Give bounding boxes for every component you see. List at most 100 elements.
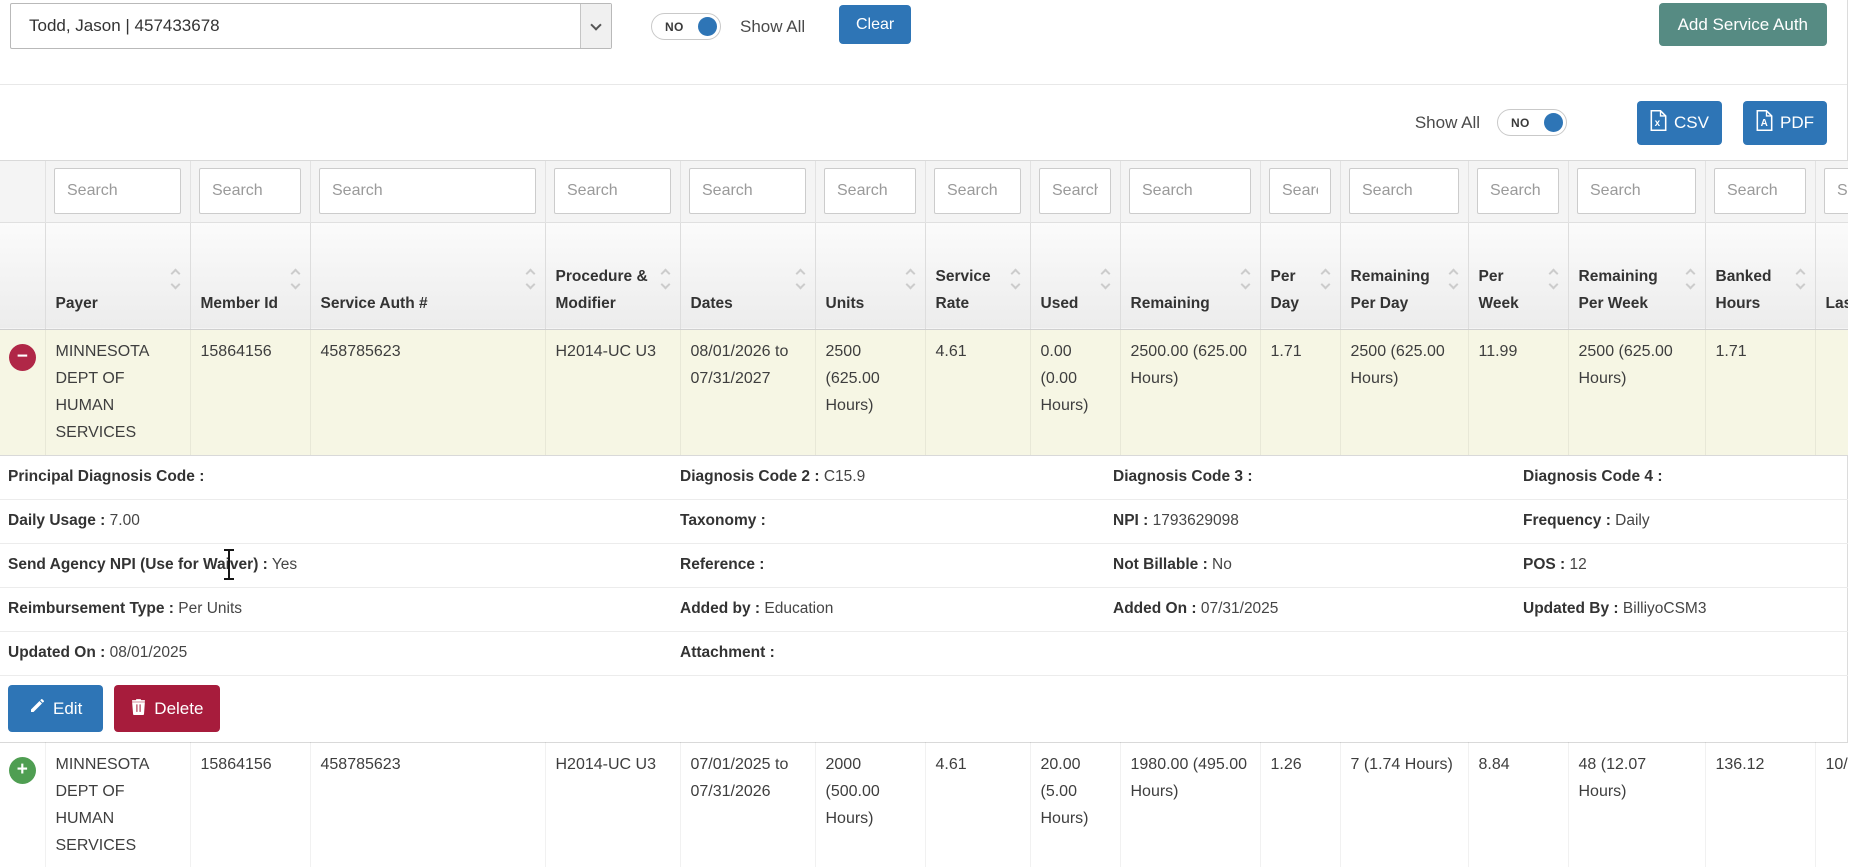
column-header-payer[interactable]: Payer	[45, 221, 191, 330]
sort-icon	[1548, 267, 1560, 291]
search-input-last-worked[interactable]	[1824, 168, 1848, 215]
search-input-used[interactable]	[1039, 168, 1111, 215]
csv-file-icon: x	[1650, 109, 1667, 136]
cell-remaining-per-week: 48 (12.07 Hours)	[1568, 741, 1706, 867]
search-input-per-day[interactable]	[1269, 168, 1331, 215]
cell-procedure: H2014-UC U3	[545, 741, 681, 867]
detail-attachment: Attachment :	[680, 644, 775, 661]
cell-units: 2000 (500.00 Hours)	[815, 741, 926, 867]
edit-button-label: Edit	[53, 698, 83, 718]
column-header-remaining[interactable]: Remaining	[1120, 221, 1261, 330]
cell-service-rate: 4.61	[925, 329, 1031, 456]
pdf-button-label: PDF	[1780, 112, 1814, 132]
column-header-last-worked[interactable]: Last Worked	[1815, 221, 1848, 330]
client-select-value: Todd, Jason | 457433678	[29, 16, 220, 35]
sort-icon	[1010, 267, 1022, 291]
search-input-units[interactable]	[824, 168, 916, 215]
detail-panel-row: Principal Diagnosis Code : Diagnosis Cod…	[0, 455, 1848, 742]
column-header-dates[interactable]: Dates	[680, 221, 816, 330]
sort-icon	[525, 267, 537, 291]
column-header-expand	[0, 221, 46, 330]
show-all-toggle-table[interactable]: NO	[1497, 109, 1568, 136]
show-all-toggle-top[interactable]: NO	[651, 13, 721, 40]
detail-pos: POS : 12	[1523, 556, 1587, 573]
column-header-procedure[interactable]: Procedure & Modifier	[545, 221, 681, 330]
service-auth-row-collapsed: + MINNESOTA DEPT OF HUMAN SERVICES 15864…	[0, 741, 1848, 867]
detail-added-on: Added On : 07/31/2025	[1113, 600, 1279, 617]
cell-per-day: 1.71	[1260, 329, 1341, 456]
search-filter-row	[0, 161, 1848, 222]
cell-remaining: 1980.00 (495.00 Hours)	[1120, 741, 1261, 867]
search-input-service-auth[interactable]	[319, 168, 536, 215]
svg-text:A: A	[1761, 118, 1768, 129]
column-header-banked-hours[interactable]: Banked Hours	[1705, 221, 1816, 330]
detail-frequency: Frequency : Daily	[1523, 512, 1650, 529]
column-header-service-auth[interactable]: Service Auth #	[310, 221, 546, 330]
detail-daily-usage: Daily Usage : 7.00	[8, 512, 140, 529]
detail-diagnosis-4: Diagnosis Code 4 :	[1523, 468, 1663, 485]
column-header-row: Payer Member Id Service Auth # Procedure…	[0, 221, 1848, 330]
column-header-remaining-per-day[interactable]: Remaining Per Day	[1340, 221, 1469, 330]
search-cell-empty	[0, 161, 46, 222]
cell-last-worked	[1815, 329, 1848, 456]
search-input-service-rate[interactable]	[934, 168, 1021, 215]
show-all-label-table: Show All	[1414, 112, 1481, 132]
edit-button[interactable]: Edit	[8, 685, 104, 732]
export-toolbar: Show All NO x CSV A PDF	[0, 85, 1847, 160]
top-bar: Todd, Jason | 457433678 NO Show All Clea…	[0, 0, 1847, 85]
svg-text:x: x	[1655, 118, 1661, 129]
cell-remaining: 2500.00 (625.00 Hours)	[1120, 329, 1261, 456]
delete-button[interactable]: Delete	[114, 685, 221, 732]
search-input-dates[interactable]	[689, 168, 806, 215]
cell-used: 0.00 (0.00 Hours)	[1030, 329, 1121, 456]
cell-service-auth: 458785623	[310, 741, 546, 867]
cell-remaining-per-day: 7 (1.74 Hours)	[1340, 741, 1469, 867]
add-service-auth-button[interactable]: Add Service Auth	[1658, 3, 1827, 46]
column-header-units[interactable]: Units	[815, 221, 926, 330]
search-input-procedure[interactable]	[554, 168, 671, 215]
column-header-per-week[interactable]: Per Week	[1468, 221, 1569, 330]
sort-icon	[1448, 267, 1460, 291]
toggle-knob	[1544, 113, 1564, 132]
column-header-member-id[interactable]: Member Id	[190, 221, 311, 330]
clear-button[interactable]: Clear	[839, 5, 912, 44]
search-input-payer[interactable]	[54, 168, 181, 215]
column-header-remaining-per-week[interactable]: Remaining Per Week	[1568, 221, 1706, 330]
export-csv-button[interactable]: x CSV	[1637, 100, 1722, 145]
expand-row-icon[interactable]: +	[8, 756, 36, 784]
service-auth-row-expanded: − MINNESOTA DEPT OF HUMAN SERVICES 15864…	[0, 329, 1848, 456]
search-input-per-week[interactable]	[1477, 168, 1559, 215]
search-input-remaining-per-day[interactable]	[1349, 168, 1459, 215]
cell-remaining-per-day: 2500 (625.00 Hours)	[1340, 329, 1469, 456]
service-auth-table-container: Payer Member Id Service Auth # Procedure…	[0, 160, 1848, 867]
detail-reimbursement-type: Reimbursement Type : Per Units	[8, 600, 243, 617]
sort-icon	[170, 267, 182, 291]
column-header-service-rate[interactable]: Service Rate	[925, 221, 1031, 330]
detail-row: Updated On : 08/01/2025 Attachment :	[0, 632, 1848, 676]
column-header-per-day[interactable]: Per Day	[1260, 221, 1341, 330]
sort-icon	[1795, 267, 1807, 291]
toggle-state-label: NO	[665, 19, 684, 34]
cell-per-day: 1.26	[1260, 741, 1341, 867]
cell-payer: MINNESOTA DEPT OF HUMAN SERVICES	[45, 741, 191, 867]
detail-diagnosis-2: Diagnosis Code 2 : C15.9	[680, 468, 866, 485]
search-input-remaining[interactable]	[1129, 168, 1251, 215]
column-header-used[interactable]: Used	[1030, 221, 1121, 330]
cell-banked-hours: 1.71	[1705, 329, 1816, 456]
search-input-remaining-per-week[interactable]	[1577, 168, 1696, 215]
export-pdf-button[interactable]: A PDF	[1743, 100, 1827, 145]
chevron-down-icon	[580, 4, 611, 48]
cell-member-id: 15864156	[190, 741, 311, 867]
detail-npi: NPI : 1793629098	[1113, 512, 1239, 529]
trash-icon	[131, 698, 146, 720]
cell-procedure: H2014-UC U3	[545, 329, 681, 456]
collapse-row-icon[interactable]: −	[8, 343, 36, 371]
detail-send-agency-npi: Send Agency NPI (Use for Waiver) : Yes	[8, 556, 298, 573]
client-select[interactable]: Todd, Jason | 457433678	[10, 3, 612, 49]
sort-icon	[1240, 267, 1252, 291]
cell-last-worked: 10/2	[1815, 741, 1848, 867]
search-input-member-id[interactable]	[199, 168, 301, 215]
search-input-banked-hours[interactable]	[1714, 168, 1806, 215]
sort-icon	[1685, 267, 1697, 291]
